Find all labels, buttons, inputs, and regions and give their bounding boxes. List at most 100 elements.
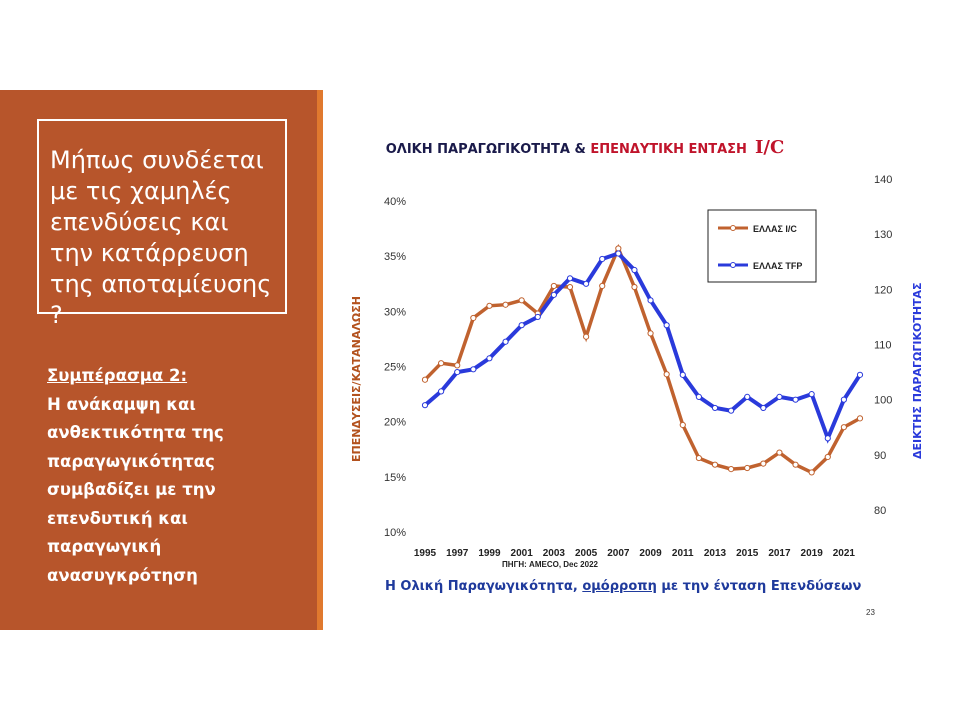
question-box: Μήπως συνδέεται με τις χαμηλές επενδύσει… <box>37 119 287 329</box>
conclusion-body: Η ανάκαμψη και ανθεκτικότητα της παραγωγ… <box>47 394 224 585</box>
data-point <box>615 245 622 252</box>
legend-box <box>707 209 817 283</box>
data-point <box>679 371 686 378</box>
data-point <box>840 424 847 431</box>
data-point <box>856 415 864 422</box>
left-axis-label: ΕΠΕΝΔΥΣΕΙΣ/ΚΑΤΑΝΑΛΩΣΗ <box>350 296 363 462</box>
data-point <box>566 275 574 282</box>
x-tick-label: 2017 <box>768 548 791 559</box>
data-point <box>550 282 557 290</box>
data-point <box>663 322 670 329</box>
data-point <box>550 291 557 298</box>
data-point <box>631 266 638 274</box>
data-point <box>502 301 509 308</box>
x-tick-label: 1995 <box>414 548 437 559</box>
legend-marker-tfp <box>730 262 736 268</box>
data-point <box>663 371 670 378</box>
data-point <box>728 466 735 473</box>
chart-title-part1: ΟΛΙΚΗ ΠΑΡΑΓΩΓΙΚΟΤΗΤΑ & <box>386 142 591 157</box>
data-point <box>615 250 622 257</box>
chart-title-part2: ΕΠΕΝΔΥΤΙΚΗ ΕΝΤΑΣΗ <box>590 142 747 157</box>
data-point <box>583 333 590 340</box>
data-point <box>792 396 799 403</box>
series-line-tfp <box>423 251 862 444</box>
data-point <box>744 393 751 401</box>
left-tick-label: 35% <box>384 251 406 263</box>
data-point <box>760 460 767 467</box>
right-tick-label: 140 <box>874 174 892 186</box>
data-point <box>824 435 831 442</box>
right-tick-label: 130 <box>874 229 892 241</box>
x-tick-label: 2015 <box>736 548 759 559</box>
data-point <box>583 280 590 287</box>
legend-marker-ic <box>730 225 736 231</box>
slide-caption: Η Ολική Παραγωγικότητα, ομόρροπη με την … <box>385 579 861 594</box>
data-point <box>454 362 461 369</box>
legend: ΕΛΛΑΣ I/C ΕΛΛΑΣ TFP <box>707 209 817 283</box>
x-tick-label: 2019 <box>801 548 824 559</box>
data-point <box>695 393 702 401</box>
x-tick-label: 2007 <box>607 548 630 559</box>
x-tick-label: 2001 <box>511 548 534 559</box>
data-point <box>421 376 429 383</box>
data-point <box>679 421 686 429</box>
data-point <box>808 391 815 398</box>
tfp-investment-chart: ΟΛΙΚΗ ΠΑΡΑΓΩΓΙΚΟΤΗΤΑ & ΕΠΕΝΔΥΤΙΚΗ ΕΝΤΑΣΗ… <box>350 137 924 569</box>
series-points-tfp <box>421 250 864 442</box>
data-point <box>776 393 783 401</box>
right-tick-label: 90 <box>874 450 886 462</box>
data-point <box>599 282 606 290</box>
data-point <box>518 322 525 329</box>
x-tick-label: 1997 <box>446 548 469 559</box>
data-point <box>470 366 477 373</box>
right-tick-label: 110 <box>874 340 892 352</box>
data-point <box>470 314 477 322</box>
accent-bar <box>317 90 323 630</box>
legend-label-tfp: ΕΛΛΑΣ TFP <box>753 261 802 271</box>
x-tick-label: 2003 <box>543 548 566 559</box>
data-point <box>824 453 831 461</box>
data-point <box>486 355 493 362</box>
left-tick-label: 10% <box>384 527 406 539</box>
data-point <box>599 255 606 263</box>
left-tick-label: 20% <box>384 417 406 429</box>
data-point <box>438 360 445 367</box>
left-tick-label: 25% <box>384 362 406 374</box>
data-point <box>421 402 429 409</box>
legend-label-ic: ΕΛΛΑΣ I/C <box>753 224 797 234</box>
left-axis-ticks: 10% 15% 20% 25% 30% 35% 40% <box>384 196 406 539</box>
caption-part1: Η Ολική Παραγωγικότητα, <box>385 579 583 594</box>
source-note: ΠΗΓΗ: AMECO, Dec 2022 <box>502 560 598 569</box>
data-point <box>631 283 638 291</box>
data-point <box>438 388 445 395</box>
right-tick-label: 100 <box>874 395 892 407</box>
series-line-ic <box>423 243 861 475</box>
data-point <box>711 461 719 468</box>
left-tick-label: 40% <box>384 196 406 208</box>
data-point <box>647 330 654 337</box>
data-point <box>744 464 751 472</box>
chart-title-part3: I/C <box>755 137 784 158</box>
data-point <box>728 407 735 414</box>
x-tick-label: 2009 <box>639 548 662 559</box>
data-point <box>534 313 541 321</box>
data-point <box>808 469 815 476</box>
data-point <box>776 449 783 456</box>
x-tick-label: 2005 <box>575 548 598 559</box>
data-point <box>502 338 509 345</box>
chart-title: ΟΛΙΚΗ ΠΑΡΑΓΩΓΙΚΟΤΗΤΑ & ΕΠΕΝΔΥΤΙΚΗ ΕΝΤΑΣΗ… <box>386 137 785 158</box>
left-panel <box>0 90 317 630</box>
right-tick-label: 80 <box>874 505 886 517</box>
right-tick-label: 120 <box>874 284 892 296</box>
data-point <box>760 404 767 412</box>
x-tick-label: 1999 <box>478 548 501 559</box>
page-number: 23 <box>866 608 875 617</box>
right-axis-ticks: 80 90 100 110 120 130 140 <box>874 174 892 517</box>
conclusion: Συμπέρασμα 2: Η ανάκαμψη και ανθεκτικότη… <box>47 362 302 590</box>
left-tick-label: 15% <box>384 472 406 484</box>
x-tick-label: 2021 <box>833 548 856 559</box>
x-tick-label: 2011 <box>672 548 694 559</box>
data-point <box>856 371 864 378</box>
caption-part3: με την ένταση Επενδύσεων <box>656 579 862 594</box>
data-point <box>518 297 525 304</box>
